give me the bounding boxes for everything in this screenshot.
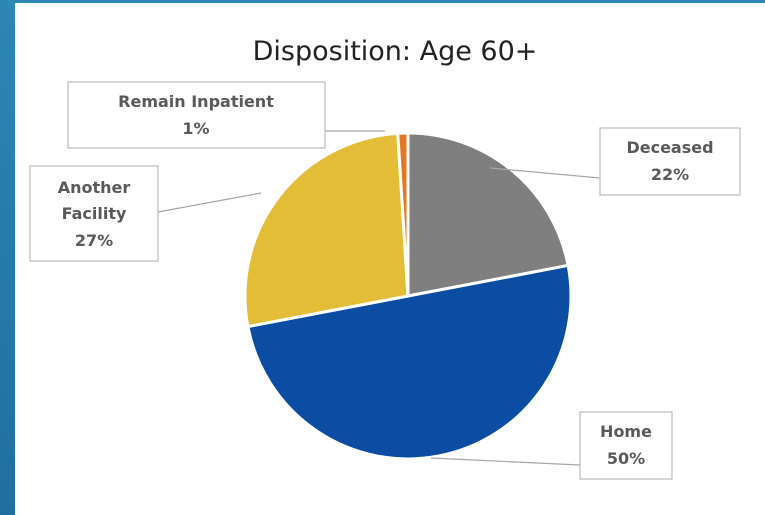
pie-slice-remain-inpatient — [396, 131, 410, 297]
label-name: Home — [600, 422, 652, 441]
label-name: Deceased — [626, 138, 713, 157]
label-box — [579, 411, 673, 480]
label-percent: 1% — [182, 119, 209, 138]
chart-panel: Disposition: Age 60+ Deceased 22% Home 5… — [15, 3, 765, 515]
data-label-deceased: Deceased 22% — [599, 127, 741, 196]
label-percent: 27% — [75, 231, 113, 250]
label-percent: 50% — [607, 449, 645, 468]
pie-chart: Disposition: Age 60+ Deceased 22% Home 5… — [29, 36, 741, 480]
label-box — [29, 165, 159, 262]
label-name: Remain Inpatient — [118, 92, 274, 111]
label-name-line2: Facility — [62, 204, 127, 223]
label-name-line1: Another — [58, 178, 131, 197]
leader-line-home — [430, 457, 581, 466]
data-label-another-facility: Another Facility 27% — [29, 165, 159, 262]
data-label-remain-inpatient: Remain Inpatient 1% — [67, 81, 326, 149]
label-percent: 22% — [651, 165, 689, 184]
label-box — [67, 81, 326, 149]
leader-line-another-facility — [157, 192, 262, 213]
pie-slice-another-facility — [243, 131, 410, 329]
chart-title: Disposition: Age 60+ — [253, 36, 538, 67]
leader-line-deceased — [489, 167, 601, 179]
pie-slice-home — [246, 263, 573, 461]
label-box — [599, 127, 741, 196]
pie-slices — [243, 131, 573, 461]
data-label-home: Home 50% — [579, 411, 673, 480]
